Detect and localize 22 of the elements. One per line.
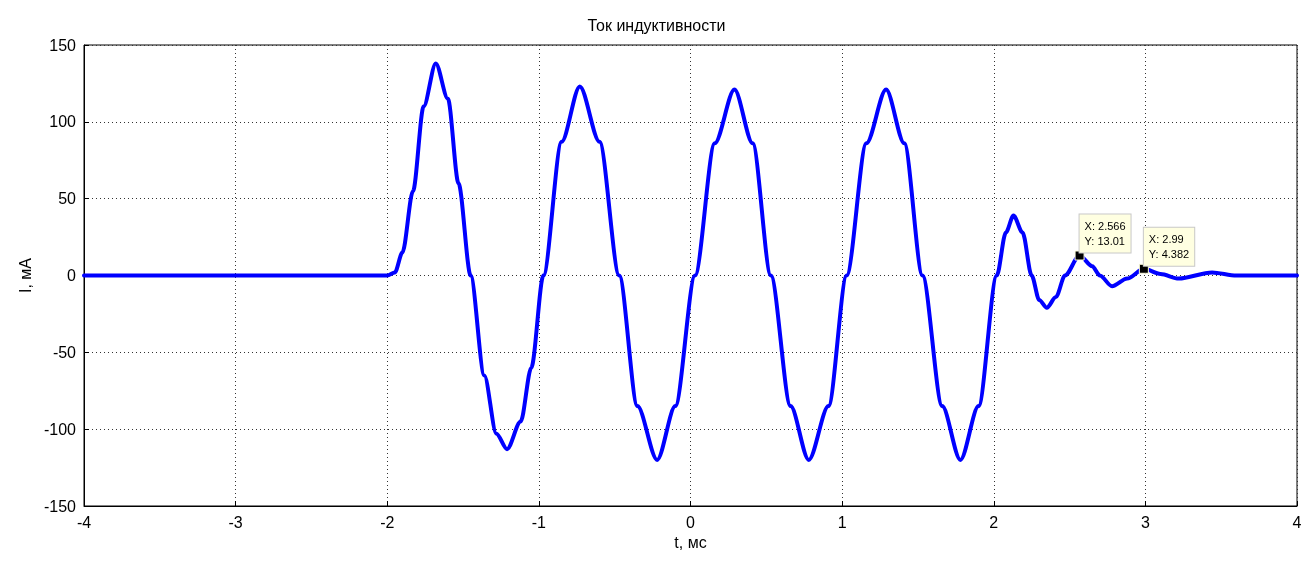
x-tick-label: 0	[686, 513, 696, 531]
y-tick-label: 0	[67, 267, 77, 284]
y-tick-label: -100	[43, 420, 77, 438]
line-series	[82, 61, 1299, 462]
x-tick-label: 3	[1140, 513, 1150, 531]
y-tick-label: 100	[49, 113, 77, 131]
y-tick-label: 50	[58, 190, 77, 208]
x-axis-title: t, мс	[674, 534, 707, 552]
y-tick-label: -150	[43, 497, 77, 515]
chart-title: Ток индуктивности	[587, 16, 726, 34]
annotation: X: 2.99 Y: 4.382	[1148, 233, 1190, 261]
annotation: X: 2.566 Y: 13.01	[1084, 220, 1126, 248]
x-tick-label: -4	[76, 513, 92, 531]
x-tick-label: 1	[837, 513, 847, 531]
x-tick-label: -3	[228, 513, 243, 531]
y-tick-label: 150	[49, 36, 77, 54]
y-axis-title: I, мА	[16, 257, 34, 294]
x-tick-label: 2	[989, 513, 999, 531]
x-tick-label: -2	[380, 513, 395, 531]
x-tick-label: 4	[1292, 513, 1302, 531]
y-tick-label: -50	[52, 343, 77, 361]
x-tick-label: -1	[531, 513, 547, 531]
